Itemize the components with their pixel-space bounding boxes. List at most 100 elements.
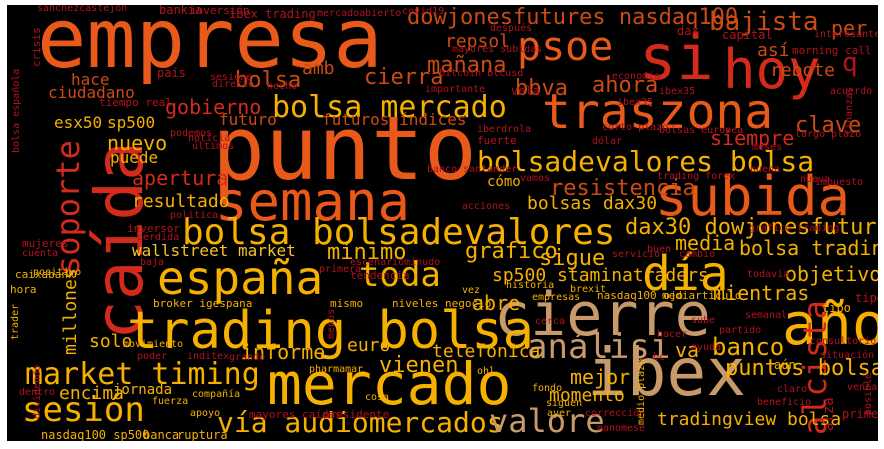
word-subida: subida bbox=[655, 165, 851, 228]
word-morning-call: morning call bbox=[792, 44, 872, 57]
word-mujeres: mujeres bbox=[22, 237, 69, 250]
word-servicio: servicio bbox=[612, 249, 661, 260]
word-tipo: tipo bbox=[855, 291, 878, 305]
word-valore: valore bbox=[489, 402, 605, 440]
word-resistencia: resistencia bbox=[550, 176, 696, 201]
word-mismo: mismo bbox=[330, 297, 364, 310]
word-crisis: crisis bbox=[30, 27, 43, 67]
word-clave: clave bbox=[795, 113, 862, 138]
word-correccion: corrección bbox=[585, 408, 646, 419]
word-pais: país bbox=[157, 66, 186, 80]
word-historia: historia bbox=[506, 280, 555, 291]
word-bolsa-mercado: bolsa mercado bbox=[272, 90, 507, 125]
word-millones: millones bbox=[60, 268, 81, 355]
word-beneficio: beneficio bbox=[757, 397, 812, 408]
word-punto: punto bbox=[212, 97, 477, 200]
word-media: media bbox=[675, 231, 736, 255]
word-market-timing: market timing bbox=[25, 357, 260, 392]
word-acciones: acciones bbox=[462, 201, 511, 212]
word-dolar: dólar bbox=[592, 136, 623, 147]
word-apertura: apertura bbox=[132, 166, 229, 190]
word-broker-igespana: broker igespana bbox=[153, 297, 253, 310]
word-amb: amb bbox=[302, 58, 335, 79]
word-capital: capital bbox=[722, 28, 773, 42]
word-aun: aún bbox=[774, 358, 796, 372]
word-objetivo: objetivo bbox=[785, 262, 878, 286]
word-ohl: ohl bbox=[477, 366, 496, 377]
word-momento: momento bbox=[549, 385, 625, 406]
word-niveles-negocio: niveles negocio bbox=[392, 297, 492, 310]
word-largo-plazo: largo plazo bbox=[795, 129, 862, 140]
word-gobierno: gobierno bbox=[165, 95, 262, 119]
word-mayores-caidas: mayores caídas bbox=[249, 408, 342, 421]
word-informe: informe bbox=[241, 340, 326, 364]
word-brexit: brexit bbox=[570, 284, 607, 295]
word-hecho: hecho bbox=[267, 81, 298, 92]
word-mediarticulo: mediarticulo bbox=[662, 289, 742, 302]
word-cuenta: cuenta bbox=[22, 248, 59, 259]
word-primera: primera bbox=[319, 264, 362, 275]
word-bankia: bankia bbox=[159, 5, 203, 17]
word-trading-forex: trading forex bbox=[657, 171, 736, 182]
word-futuros-indices: futuros índices bbox=[322, 110, 467, 129]
word-siempre: siempre bbox=[710, 126, 795, 150]
word-vamos: vamos bbox=[520, 173, 551, 184]
word-rebote: rebote bbox=[770, 60, 836, 81]
word-bbva: bbva bbox=[515, 76, 568, 101]
word-hacer: hacer bbox=[657, 329, 688, 340]
word-como: cómo bbox=[487, 174, 521, 190]
word-si: si bbox=[639, 21, 714, 94]
word-finanzas: finanzas bbox=[844, 86, 855, 135]
word-sanchezcastejon: sanchezcastejon bbox=[37, 5, 128, 14]
word-resultado: resultado bbox=[132, 191, 230, 212]
word-bolsa-espanola: bolsa española bbox=[11, 68, 22, 153]
word-semana: semana bbox=[215, 170, 411, 233]
word-dentro: dentro bbox=[19, 387, 56, 398]
word-banco-santander: banco santander bbox=[427, 164, 518, 175]
word-ibex35: ibex35 bbox=[659, 86, 696, 97]
word-banca: banca bbox=[143, 428, 180, 441]
word-puntos-bolsa: puntos bolsa bbox=[725, 356, 878, 381]
word-mese: mese bbox=[621, 423, 646, 434]
word-ibex-trading: ibex trading bbox=[229, 7, 316, 21]
word-ayuda: ayuda bbox=[691, 342, 722, 353]
word-cerca: cerca bbox=[535, 316, 566, 327]
word-vez: vez bbox=[462, 285, 481, 296]
word-ruptura: ruptura bbox=[177, 428, 228, 441]
word-buen: buen bbox=[647, 244, 672, 255]
word-situacion: situación bbox=[820, 350, 875, 361]
word-ibex35: ibex35 bbox=[617, 97, 654, 108]
word-ultimos: últimos bbox=[192, 141, 235, 152]
word-tipo: tipo bbox=[822, 301, 851, 315]
word-venta: venta bbox=[847, 382, 878, 393]
word-mejor: mejor bbox=[570, 365, 631, 389]
word-escenariominudo: escenariominudo bbox=[350, 257, 441, 268]
word-claro: claro bbox=[777, 384, 808, 395]
word-espana: españa bbox=[157, 251, 324, 305]
word-importante: importante bbox=[425, 84, 486, 95]
word-menos: menos bbox=[326, 308, 337, 339]
word-repsol: repsol bbox=[445, 31, 511, 52]
word-fuerte: fuerte bbox=[477, 134, 517, 147]
word-sube: sube bbox=[691, 315, 716, 326]
word-positivo: positivo bbox=[33, 267, 82, 278]
word-nasdaq100-ojo: nasdaq100 ojo bbox=[597, 289, 684, 302]
word-economia: economía bbox=[612, 71, 661, 82]
word-bolsa-bolsadevalores: bolsa bolsadevalores bbox=[182, 212, 616, 253]
word-puede: puede bbox=[110, 148, 159, 167]
word-toda: toda bbox=[359, 255, 441, 295]
word-bolsa-trading: bolsa trading bbox=[739, 236, 878, 260]
word-podemos: podemos bbox=[170, 128, 213, 139]
word-sigue: sigue bbox=[539, 246, 606, 271]
word-primero: primero bbox=[842, 407, 878, 421]
word-vela: vela bbox=[511, 84, 540, 98]
word-partido: partido bbox=[719, 325, 762, 336]
word-sesion: sesión bbox=[22, 390, 145, 430]
word-traszona: traszona bbox=[542, 84, 774, 140]
word-tradingview-bolsa: tradingview bolsa bbox=[657, 409, 842, 430]
word-semanal: semanal bbox=[745, 310, 788, 321]
word-movimiento: movimiento bbox=[123, 339, 184, 350]
word-pharmamar: pharmamar bbox=[309, 364, 364, 375]
word-alza: alza bbox=[821, 397, 837, 431]
word-ciudadano: ciudadano bbox=[48, 83, 135, 102]
